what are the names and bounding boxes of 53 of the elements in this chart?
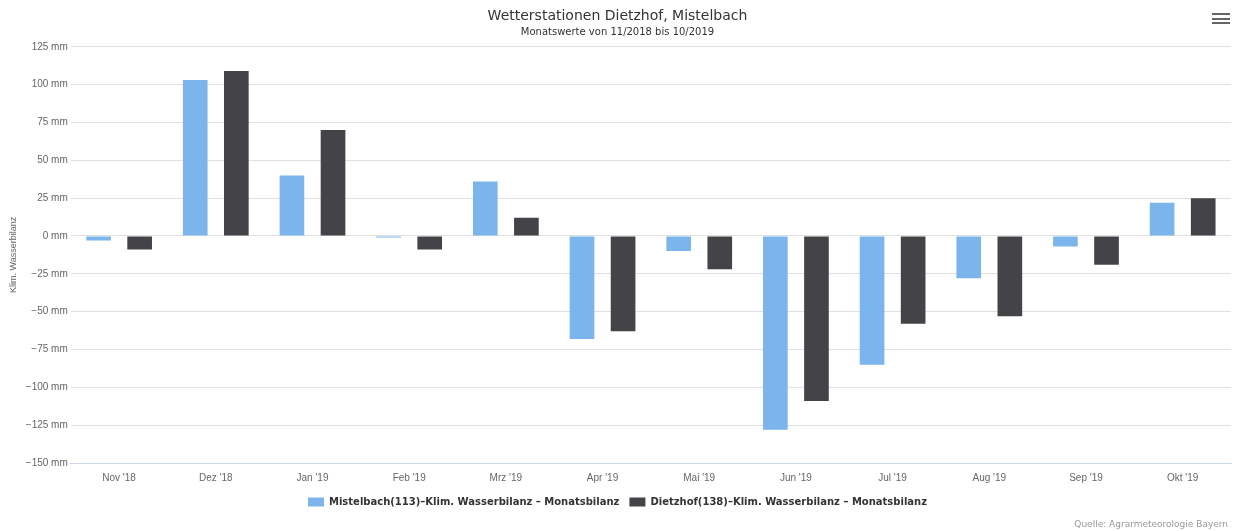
y-tick-label: 100 mm xyxy=(31,78,68,90)
y-tick-label: 125 mm xyxy=(31,40,68,52)
bar xyxy=(472,181,498,236)
bar xyxy=(320,130,346,236)
legend-label: Mistelbach(113)–Klim. Wasserbilanz – Monatsbilanz xyxy=(328,495,620,507)
bar xyxy=(804,236,829,401)
y-tick-label: 25 mm xyxy=(37,191,68,203)
source-note: Quelle: Agrarmeteorologie Bayern xyxy=(1074,518,1228,529)
bar xyxy=(417,236,443,250)
y-tick-label: −50 mm xyxy=(31,305,68,317)
bar xyxy=(182,80,208,236)
x-tick-label: Feb '19 xyxy=(392,471,427,483)
bar xyxy=(997,236,1023,317)
bar xyxy=(956,236,982,279)
bar xyxy=(279,175,305,236)
y-tick-label: −25 mm xyxy=(31,267,68,279)
bar xyxy=(224,71,249,236)
y-tick-label: 0 mm xyxy=(42,229,68,241)
bar xyxy=(1190,198,1216,236)
y-tick-label: −150 mm xyxy=(25,456,68,468)
chart-subtitle: Monatswerte von 11/2018 bis 10/2019 xyxy=(520,26,715,38)
x-tick-label: Mai '19 xyxy=(683,471,716,483)
bar xyxy=(127,236,152,250)
bar xyxy=(610,236,636,332)
y-axis-title: Klim. Wasserbilanz xyxy=(7,216,18,293)
bar xyxy=(707,236,733,270)
bar xyxy=(1053,236,1078,247)
y-tick-label: 50 mm xyxy=(37,154,68,166)
x-tick-label: Jan '19 xyxy=(296,471,329,483)
x-tick-label: Mrz '19 xyxy=(489,471,523,483)
bar xyxy=(666,236,692,252)
legend-label: Dietzhof(138)–Klim. Wasserbilanz – Monatsbilanz xyxy=(650,495,928,507)
x-tick-label: Aug '19 xyxy=(972,471,1007,483)
bar xyxy=(514,217,539,236)
y-tick-label: −100 mm xyxy=(25,381,68,393)
y-tick-label: −125 mm xyxy=(25,418,68,430)
bar xyxy=(900,236,926,324)
x-tick-label: Jul '19 xyxy=(878,471,908,483)
bar xyxy=(1149,202,1175,236)
bar xyxy=(763,236,788,430)
x-tick-label: Apr '19 xyxy=(586,471,619,483)
x-tick-label: Dez '18 xyxy=(199,471,234,483)
x-tick-label: Nov '18 xyxy=(102,471,137,483)
bar xyxy=(569,236,595,339)
x-tick-label: Okt '19 xyxy=(1166,471,1199,483)
x-tick-label: Sep '19 xyxy=(1069,471,1104,483)
bar xyxy=(86,236,111,241)
x-tick-label: Jun '19 xyxy=(779,471,813,483)
chart-title: Wetterstationen Dietzhof, Mistelbach xyxy=(487,7,748,24)
bar xyxy=(859,236,885,365)
bar xyxy=(1094,236,1119,265)
y-tick-label: −75 mm xyxy=(31,343,68,355)
y-tick-label: 75 mm xyxy=(37,116,68,128)
